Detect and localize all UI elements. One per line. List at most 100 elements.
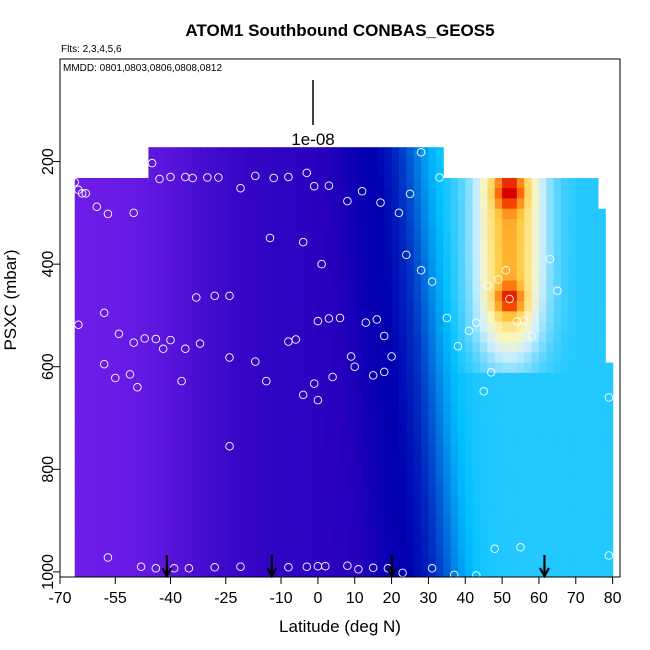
heatmap-cell (340, 485, 348, 497)
heatmap-cell (568, 301, 577, 312)
heatmap-cell (553, 413, 562, 425)
heatmap-cell (200, 219, 208, 230)
sample-point (449, 570, 459, 577)
heatmap-cell (413, 506, 422, 518)
heatmap-cell (509, 219, 518, 230)
heatmap-cell (376, 147, 385, 159)
heatmap-cell (288, 567, 297, 577)
heatmap-cell (340, 249, 348, 261)
heatmap-cell (575, 567, 584, 577)
heatmap-cell (163, 208, 172, 220)
heatmap-cell (96, 475, 105, 487)
heatmap-cell (516, 567, 525, 577)
heatmap-cell (561, 567, 570, 577)
heatmap-cell (421, 506, 430, 518)
heatmap-cell (148, 239, 157, 251)
heatmap-cell (148, 290, 157, 302)
heatmap-cell (133, 465, 142, 477)
heatmap-cell (192, 270, 201, 282)
sample-point (553, 286, 562, 296)
heatmap-cell (428, 434, 437, 446)
heatmap-cell (516, 229, 525, 241)
heatmap-cell (200, 383, 208, 394)
heatmap-cell (273, 352, 282, 364)
heatmap-cell (325, 352, 334, 364)
heatmap-cell (273, 444, 282, 456)
heatmap-cell (303, 526, 312, 538)
heatmap-cell (214, 219, 223, 230)
heatmap-cell (222, 372, 231, 384)
heatmap-cell (590, 219, 599, 230)
heatmap-cell (340, 362, 348, 374)
heatmap-cell (605, 444, 614, 456)
heatmap-cell (509, 393, 518, 405)
heatmap-cell (266, 557, 275, 569)
heatmap-cell (281, 229, 290, 241)
heatmap-cell (457, 434, 466, 446)
heatmap-cell (354, 526, 363, 538)
heatmap-cell (258, 403, 267, 415)
heatmap-cell (435, 567, 444, 577)
heatmap-cell (141, 311, 150, 323)
heatmap-cell (450, 506, 459, 518)
heatmap-cell (111, 342, 120, 353)
heatmap-cell (450, 177, 459, 189)
heatmap-cell (583, 280, 592, 292)
heatmap-cell (583, 495, 592, 507)
heatmap-cell (354, 177, 363, 189)
heatmap-cell (74, 434, 83, 446)
heatmap-cell (317, 454, 326, 466)
heatmap-cell (317, 331, 326, 343)
heatmap-cell (435, 260, 444, 271)
heatmap-cell (597, 260, 606, 271)
heatmap-cell (546, 557, 555, 569)
heatmap-cell (502, 434, 511, 446)
heatmap-cell (575, 424, 584, 436)
heatmap-cell (457, 362, 466, 374)
heatmap-cell (74, 567, 83, 577)
heatmap-cell (177, 270, 186, 282)
heatmap-cell (509, 537, 518, 548)
heatmap-cell (524, 311, 533, 323)
heatmap-cell (141, 372, 150, 384)
heatmap-cell (244, 188, 253, 200)
heatmap-cell (317, 557, 326, 569)
heatmap-cell (384, 198, 393, 210)
heatmap-cell (200, 280, 208, 292)
heatmap-cell (450, 301, 459, 312)
heatmap-cell (509, 352, 518, 364)
heatmap-cell (384, 413, 393, 425)
heatmap-cell (509, 270, 518, 282)
heatmap-cell (398, 393, 407, 405)
heatmap-cell (288, 352, 297, 364)
heatmap-cell (443, 219, 452, 230)
heatmap-cell (295, 342, 304, 353)
heatmap-cell (126, 557, 135, 569)
heatmap-cell (104, 526, 113, 538)
heatmap-cell (362, 208, 371, 220)
heatmap-cell (104, 311, 113, 323)
heatmap-cell (126, 465, 135, 477)
heatmap-cell (516, 280, 525, 292)
heatmap-cell (546, 393, 555, 405)
heatmap-cell (200, 147, 208, 159)
heatmap-cell (310, 188, 319, 200)
heatmap-cell (561, 403, 570, 415)
heatmap-cell (516, 413, 525, 425)
heatmap-cell (82, 290, 91, 302)
heatmap-cell (273, 434, 282, 446)
heatmap-cell (214, 260, 223, 271)
heatmap-cell (82, 321, 91, 333)
heatmap-cell (214, 516, 223, 528)
heatmap-cell (207, 495, 216, 507)
heatmap-cell (266, 229, 275, 241)
heatmap-cell (185, 260, 194, 271)
heatmap-cell (457, 229, 466, 241)
heatmap-cell (362, 157, 371, 169)
heatmap-cell (502, 413, 511, 425)
heatmap-cell (494, 383, 503, 394)
heatmap-cell (509, 188, 518, 200)
heatmap-cell (96, 537, 105, 548)
heatmap-cell (487, 249, 496, 261)
heatmap-cell (398, 537, 407, 548)
